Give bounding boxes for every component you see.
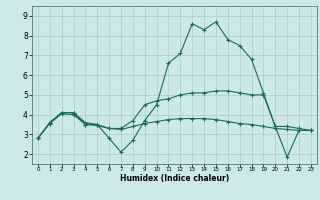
X-axis label: Humidex (Indice chaleur): Humidex (Indice chaleur) (120, 174, 229, 183)
